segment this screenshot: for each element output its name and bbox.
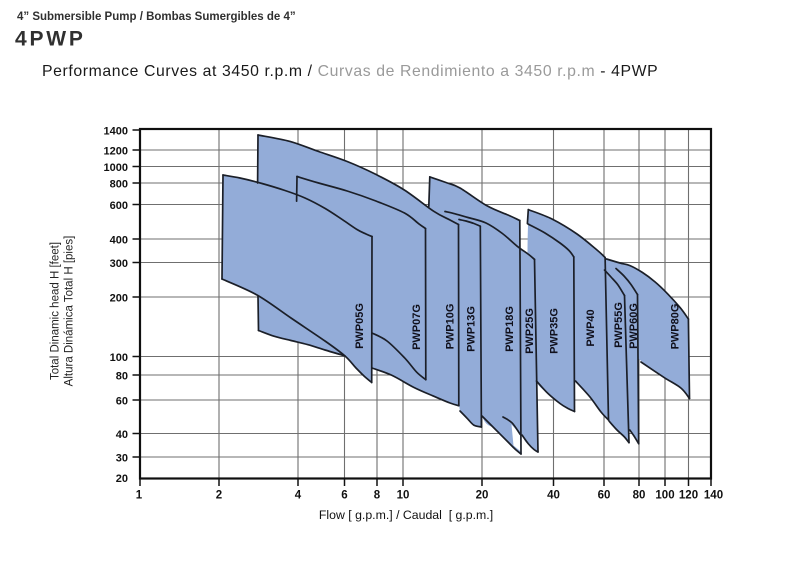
svg-text:Altura Dinámica Total H [pies]: Altura Dinámica Total H [pies] <box>64 236 76 387</box>
svg-text:60: 60 <box>116 396 128 408</box>
svg-text:400: 400 <box>110 235 128 247</box>
svg-text:Flow [ g.p.m.] / Caudal [ g.p: Flow [ g.p.m.] / Caudal [ g.p.m.] <box>319 508 493 522</box>
svg-text:2: 2 <box>216 490 222 502</box>
svg-text:PWP60G: PWP60G <box>628 303 640 349</box>
svg-text:100: 100 <box>110 352 128 364</box>
svg-text:20: 20 <box>476 490 489 502</box>
svg-text:4” Submersible Pump / Bombas S: 4” Submersible Pump / Bombas Sumergibles… <box>17 11 296 23</box>
svg-text:20: 20 <box>116 473 128 485</box>
svg-text:80: 80 <box>116 371 128 383</box>
svg-text:PWP13G: PWP13G <box>466 306 478 352</box>
svg-text:4: 4 <box>295 490 302 502</box>
svg-text:1400: 1400 <box>104 126 128 138</box>
svg-text:1200: 1200 <box>104 146 128 158</box>
svg-text:600: 600 <box>110 200 128 212</box>
svg-text:40: 40 <box>116 429 128 441</box>
svg-text:200: 200 <box>110 293 128 305</box>
svg-text:8: 8 <box>374 490 381 502</box>
svg-text:40: 40 <box>547 490 560 502</box>
svg-text:800: 800 <box>110 179 128 191</box>
svg-text:120: 120 <box>679 490 698 502</box>
svg-text:PWP07G: PWP07G <box>411 304 423 350</box>
svg-text:PWP55G: PWP55G <box>613 302 625 348</box>
svg-text:60: 60 <box>598 490 611 502</box>
svg-text:PWP18G: PWP18G <box>504 306 516 352</box>
svg-text:PWP40: PWP40 <box>585 309 597 346</box>
svg-text:PWP10G: PWP10G <box>445 304 457 350</box>
svg-text:10: 10 <box>397 490 410 502</box>
svg-text:PWP80G: PWP80G <box>670 304 682 350</box>
svg-text:80: 80 <box>633 490 646 502</box>
svg-text:PWP05G: PWP05G <box>354 303 366 349</box>
svg-text:300: 300 <box>110 258 128 270</box>
svg-text:1000: 1000 <box>104 162 128 174</box>
svg-text:4PWP: 4PWP <box>15 28 86 51</box>
svg-text:PWP35G: PWP35G <box>549 308 561 354</box>
svg-text:30: 30 <box>116 453 128 465</box>
svg-text:100: 100 <box>655 490 674 502</box>
svg-text:Performance Curves at 3450 r.p: Performance Curves at 3450 r.p.m / Curva… <box>42 63 658 80</box>
svg-text:6: 6 <box>341 490 347 502</box>
svg-text:Total Dinamic head H [feet]: Total Dinamic head H [feet] <box>50 242 62 380</box>
svg-text:140: 140 <box>704 490 723 502</box>
svg-text:1: 1 <box>136 490 143 502</box>
svg-text:PWP25G: PWP25G <box>524 308 536 354</box>
